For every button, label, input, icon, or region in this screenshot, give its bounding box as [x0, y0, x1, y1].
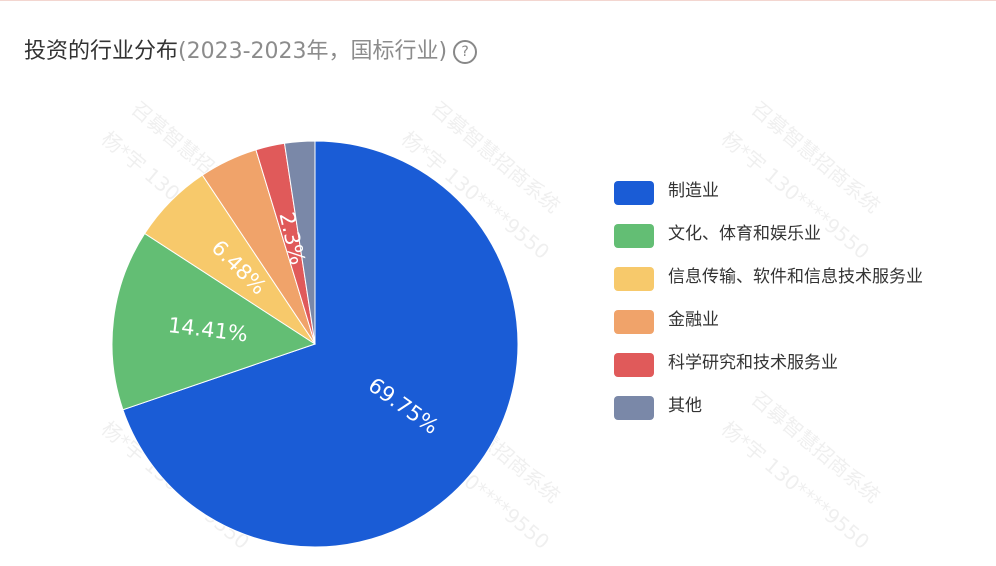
- legend-label: 文化、体育和娱乐业: [668, 224, 821, 244]
- legend: 制造业文化、体育和娱乐业信息传输、软件和信息技术服务业 金融业科学研究和技术服务业…: [614, 181, 954, 439]
- legend-label: 科学研究和技术服务业: [668, 353, 838, 373]
- legend-swatch: [614, 310, 654, 334]
- legend-swatch: [614, 396, 654, 420]
- legend-swatch: [614, 181, 654, 205]
- chart-subtitle: (2023-2023年，国标行业): [178, 39, 448, 64]
- legend-item[interactable]: 金融业: [614, 310, 954, 334]
- legend-swatch: [614, 353, 654, 377]
- legend-label: 其他: [668, 396, 702, 416]
- legend-swatch: [614, 267, 654, 291]
- legend-item[interactable]: 科学研究和技术服务业: [614, 353, 954, 377]
- legend-label: 信息传输、软件和信息技术服务业: [668, 267, 923, 287]
- legend-item[interactable]: 其他: [614, 396, 954, 420]
- title-row: 投资的行业分布(2023-2023年，国标行业)?: [24, 33, 478, 65]
- legend-item[interactable]: 文化、体育和娱乐业: [614, 224, 954, 248]
- legend-swatch: [614, 224, 654, 248]
- pie-slice: [283, 140, 316, 345]
- legend-label: 制造业: [668, 181, 719, 201]
- legend-item[interactable]: 信息传输、软件和信息技术服务业: [614, 267, 954, 291]
- pie-slice: [122, 140, 519, 548]
- chart-title: 投资的行业分布: [24, 39, 179, 64]
- legend-item[interactable]: 制造业: [614, 181, 954, 205]
- pie-slice: [111, 232, 317, 411]
- legend-label: 金融业: [668, 310, 719, 330]
- help-icon[interactable]: ?: [453, 40, 478, 64]
